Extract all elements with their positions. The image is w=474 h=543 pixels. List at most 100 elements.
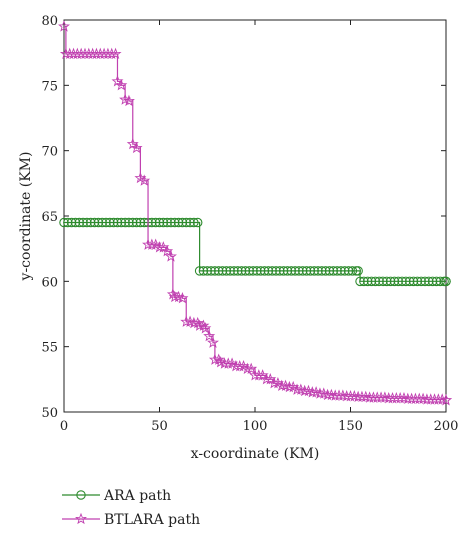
- y-axis-label: y-coordinate (KM): [18, 152, 34, 282]
- point-marker: [59, 217, 69, 228]
- point-marker: [221, 266, 232, 276]
- point-marker: [441, 276, 451, 287]
- point-marker: [328, 266, 339, 276]
- point-marker: [122, 94, 135, 107]
- point-marker: [222, 357, 235, 369]
- point-marker: [306, 386, 319, 398]
- point-marker: [355, 276, 365, 287]
- point-marker: [93, 217, 104, 228]
- point-marker: [109, 47, 122, 60]
- point-marker: [131, 217, 142, 228]
- point-marker: [313, 266, 323, 276]
- point-marker: [164, 250, 177, 262]
- point-marker: [138, 174, 151, 186]
- point-marker: [76, 490, 86, 500]
- point-marker: [374, 276, 384, 287]
- point-marker: [130, 141, 143, 154]
- series-layer: [58, 20, 452, 406]
- x-tick-label: 150: [338, 419, 363, 434]
- point-marker: [333, 389, 346, 401]
- point-marker: [187, 316, 200, 329]
- point-marker: [424, 276, 434, 287]
- point-marker: [170, 217, 180, 228]
- point-marker: [382, 276, 392, 287]
- x-axis-label: x-coordinate (KM): [191, 446, 320, 462]
- point-marker: [268, 376, 281, 389]
- point-marker: [397, 391, 410, 404]
- point-marker: [192, 217, 203, 228]
- point-marker: [432, 393, 445, 405]
- point-marker: [248, 266, 258, 276]
- point-marker: [206, 266, 216, 276]
- point-marker: [58, 20, 70, 32]
- point-marker: [412, 276, 423, 287]
- point-marker: [275, 379, 288, 391]
- point-marker: [260, 373, 273, 385]
- point-marker: [66, 217, 77, 228]
- point-marker: [325, 388, 338, 401]
- point-marker: [166, 288, 179, 300]
- point-marker: [75, 512, 87, 525]
- point-marker: [154, 217, 165, 228]
- point-marker: [310, 386, 323, 398]
- point-marker: [180, 315, 193, 327]
- point-marker: [97, 217, 107, 228]
- point-marker: [162, 217, 172, 228]
- point-marker: [366, 276, 377, 287]
- point-marker: [348, 390, 361, 402]
- point-marker: [417, 392, 430, 405]
- x-tick-label: 0: [60, 419, 68, 434]
- x-tick-label: 100: [243, 419, 268, 434]
- y-tick-label: 50: [41, 406, 58, 421]
- point-marker: [63, 217, 73, 228]
- y-tick-label: 75: [41, 79, 58, 94]
- point-marker: [177, 217, 188, 228]
- point-marker: [321, 388, 334, 401]
- point-marker: [353, 266, 363, 276]
- point-marker: [199, 322, 212, 334]
- point-marker: [119, 93, 132, 105]
- x-tick-label: 200: [434, 419, 459, 434]
- point-marker: [317, 387, 330, 399]
- point-marker: [401, 276, 411, 287]
- y-tick-label: 70: [41, 145, 58, 160]
- point-marker: [385, 276, 396, 287]
- point-marker: [89, 217, 100, 228]
- legend-item: ARA path: [62, 488, 171, 504]
- point-marker: [213, 266, 224, 276]
- point-marker: [291, 383, 304, 395]
- point-marker: [413, 392, 426, 405]
- point-marker: [70, 217, 81, 228]
- point-marker: [233, 266, 243, 276]
- point-marker: [105, 217, 115, 228]
- point-marker: [240, 266, 251, 276]
- point-marker: [115, 79, 128, 91]
- y-tick-label: 55: [41, 341, 58, 356]
- point-marker: [283, 380, 296, 393]
- point-marker: [435, 276, 446, 287]
- point-marker: [214, 356, 227, 368]
- point-marker: [124, 217, 134, 228]
- point-marker: [320, 266, 331, 276]
- point-marker: [440, 393, 452, 406]
- point-marker: [252, 266, 262, 276]
- y-tick-label: 80: [41, 14, 58, 29]
- point-marker: [241, 362, 254, 374]
- point-marker: [166, 217, 176, 228]
- point-marker: [420, 276, 430, 287]
- point-marker: [82, 217, 92, 228]
- point-marker: [208, 353, 221, 365]
- point-marker: [427, 276, 438, 287]
- point-marker: [206, 336, 219, 348]
- point-marker: [116, 217, 127, 228]
- point-marker: [340, 266, 350, 276]
- point-marker: [275, 266, 285, 276]
- point-marker: [397, 276, 407, 287]
- point-marker: [105, 47, 118, 60]
- point-marker: [431, 276, 442, 287]
- point-marker: [120, 217, 130, 228]
- point-marker: [150, 217, 161, 228]
- point-marker: [309, 266, 319, 276]
